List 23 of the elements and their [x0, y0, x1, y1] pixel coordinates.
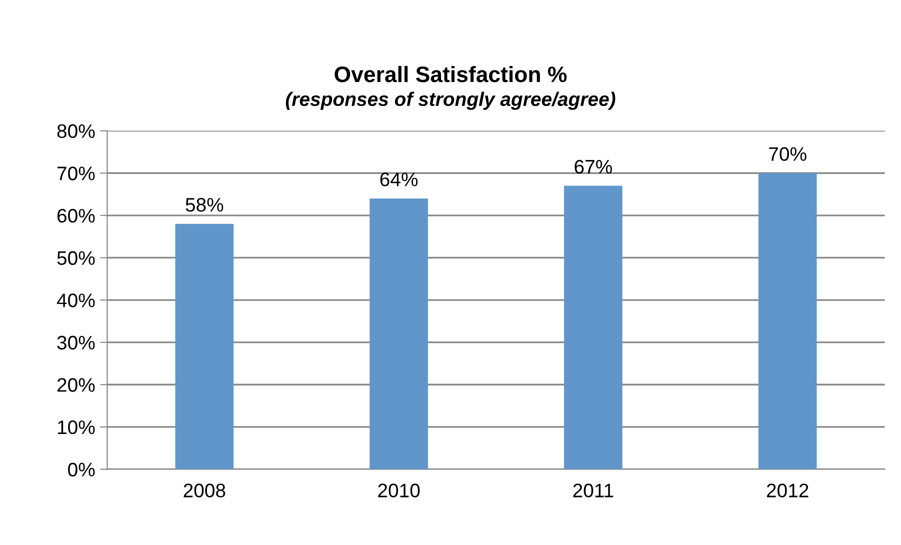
bar — [758, 173, 817, 470]
y-tick-label: 80% — [57, 124, 95, 138]
x-tick-label: 2012 — [766, 484, 808, 498]
x-tick-label: 2011 — [573, 484, 614, 498]
y-tick-label: 0% — [68, 462, 95, 476]
data-label: 70% — [769, 147, 806, 161]
y-tick-label: 20% — [57, 378, 95, 392]
x-tick-label: 2008 — [184, 484, 226, 498]
data-label: 67% — [574, 160, 612, 174]
y-tick-label: 10% — [58, 420, 95, 434]
y-tick-label: 30% — [57, 336, 95, 350]
bar — [370, 198, 428, 470]
y-tick-label: 40% — [56, 293, 95, 308]
bar — [175, 224, 234, 470]
bar — [564, 186, 622, 470]
x-tick-label: 2010 — [378, 484, 420, 498]
chart-title: Overall Satisfaction % — [334, 66, 567, 82]
y-tick-label: 70% — [57, 166, 95, 180]
data-label: 58% — [186, 198, 224, 212]
chart-subtitle: (responses of strongly agree/agree) — [286, 92, 616, 110]
y-tick-label: 50% — [57, 251, 95, 265]
data-label: 64% — [380, 172, 418, 186]
y-tick-label: 60% — [57, 208, 95, 223]
